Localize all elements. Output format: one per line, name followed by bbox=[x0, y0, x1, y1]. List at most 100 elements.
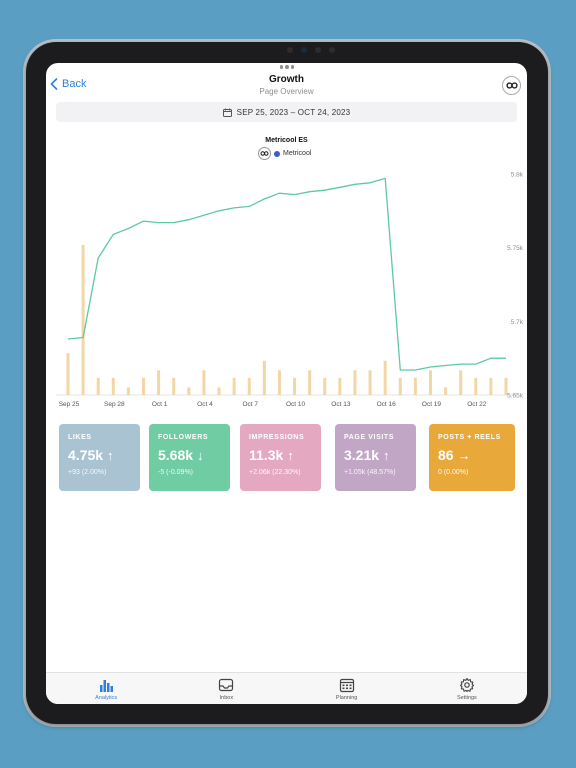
page-subtitle: Page Overview bbox=[259, 87, 314, 96]
tab-bar: Analytics Inbox Planning Settings bbox=[46, 672, 527, 704]
infinity-logo-icon bbox=[505, 82, 518, 89]
arrow-up-icon: ↑ bbox=[107, 447, 114, 463]
bar-oct-16 bbox=[383, 360, 387, 395]
chevron-left-icon bbox=[50, 78, 58, 90]
x-tick-label: Oct 7 bbox=[242, 401, 258, 408]
arrow-down-icon: ↓ bbox=[197, 447, 204, 463]
bar-oct-17 bbox=[398, 377, 402, 395]
y-tick-label: 5.75k bbox=[507, 245, 524, 252]
card-label: FOLLOWERS bbox=[158, 434, 209, 441]
bar-oct-9 bbox=[277, 370, 281, 395]
bar-chart-icon bbox=[100, 680, 114, 692]
arrow-up-icon: ↑ bbox=[287, 447, 294, 463]
bar-oct-23 bbox=[489, 377, 493, 395]
calendar-icon bbox=[339, 678, 354, 693]
card-value: 5.68k bbox=[158, 447, 194, 463]
bar-oct-8 bbox=[262, 360, 266, 395]
tab-settings[interactable]: Settings bbox=[407, 673, 527, 704]
app-screen: Back Growth Page Overview SEP 25, 2023 –… bbox=[46, 63, 527, 704]
facebook-icon bbox=[274, 150, 280, 157]
bar-oct-12 bbox=[323, 377, 327, 395]
bar-oct-7 bbox=[247, 377, 251, 395]
tab-label: Settings bbox=[456, 695, 477, 701]
gear-icon bbox=[459, 677, 474, 693]
bar-oct-15 bbox=[368, 370, 372, 395]
x-tick-label: Oct 10 bbox=[286, 401, 306, 408]
card-value: 86 bbox=[438, 447, 454, 463]
card-change: 0 (0.00%) bbox=[438, 469, 469, 476]
back-label: Back bbox=[62, 78, 87, 90]
growth-chart: 5.8k 5.75k 5.7k 5.65k Sep 25 Sep 28 Oct 1 Oct 4… bbox=[46, 125, 527, 425]
arrow-right-icon: → bbox=[457, 447, 471, 463]
metricool-icon bbox=[258, 147, 271, 160]
card-label: LIKES bbox=[68, 434, 92, 441]
x-tick-label: Oct 1 bbox=[152, 401, 168, 408]
y-tick-label: 5.7k bbox=[511, 319, 524, 326]
bar-oct-4 bbox=[202, 370, 206, 395]
chart-title: Metricool ES bbox=[265, 137, 308, 144]
x-tick-label: Oct 19 bbox=[422, 401, 442, 408]
x-tick-label: Oct 22 bbox=[467, 401, 487, 408]
bar-oct-24 bbox=[504, 377, 508, 395]
bar-sep-30 bbox=[142, 377, 146, 395]
chart-source: Metricool bbox=[258, 147, 311, 160]
navigation-bar: Back Growth Page Overview bbox=[46, 63, 527, 103]
x-tick-label: Sep 25 bbox=[59, 401, 80, 408]
camera-bar bbox=[276, 47, 346, 55]
card-value: 11.3k bbox=[249, 447, 284, 463]
date-range-selector[interactable]: SEP 25, 2023 – OCT 24, 2023 bbox=[56, 102, 517, 122]
x-tick-label: Oct 13 bbox=[331, 401, 351, 408]
calendar-icon bbox=[222, 108, 232, 117]
x-tick-label: Oct 16 bbox=[377, 401, 397, 408]
card-change: +2.06k (22.30%) bbox=[249, 469, 301, 476]
impressions-card[interactable]: IMPRESSIONS 11.3k ↑ +2.06k (22.30%) bbox=[240, 424, 321, 491]
posts-reels-card[interactable]: POSTS + REELS 86 → 0 (0.00%) bbox=[429, 424, 515, 491]
bar-oct-18 bbox=[413, 377, 417, 395]
tab-label: Planning bbox=[335, 695, 358, 701]
bar-sep-29 bbox=[126, 387, 130, 395]
tab-label: Inbox bbox=[219, 695, 234, 701]
metricool-logo-button[interactable] bbox=[502, 76, 521, 95]
x-tick-label: Oct 4 bbox=[197, 401, 213, 408]
y-tick-label: 5.65k bbox=[507, 393, 524, 400]
card-change: +93 (2.00%) bbox=[68, 469, 107, 476]
followers-card[interactable]: FOLLOWERS 5.68k ↓ -5 (-0.09%) bbox=[149, 424, 230, 491]
x-tick-label: Sep 28 bbox=[104, 401, 125, 408]
multitask-dots-icon[interactable] bbox=[280, 65, 294, 69]
bar-oct-1 bbox=[157, 370, 161, 395]
bar-oct-21 bbox=[459, 370, 463, 395]
bar-oct-10 bbox=[293, 377, 297, 395]
card-label: POSTS + REELS bbox=[438, 434, 501, 441]
bar-sep-26 bbox=[81, 244, 85, 395]
back-button[interactable]: Back bbox=[50, 78, 86, 90]
followers-line bbox=[67, 177, 506, 371]
chart-source-label: Metricool bbox=[283, 150, 312, 157]
card-value: 3.21k bbox=[344, 447, 380, 463]
tab-planning[interactable]: Planning bbox=[287, 673, 407, 704]
likes-card[interactable]: LIKES 4.75k ↑ +93 (2.00%) bbox=[59, 424, 140, 491]
page-title: Growth bbox=[269, 74, 304, 85]
arrow-up-icon: ↑ bbox=[383, 447, 390, 463]
card-value: 4.75k bbox=[68, 447, 104, 463]
chart-canvas: 5.8k 5.75k 5.7k 5.65k Sep 25 Sep 28 Oct 1 Oct 4… bbox=[56, 172, 524, 408]
bar-sep-27 bbox=[96, 377, 100, 395]
bar-oct-14 bbox=[353, 370, 357, 395]
bar-sep-28 bbox=[111, 377, 115, 395]
bar-oct-22 bbox=[474, 377, 478, 395]
card-change: +1.05k (48.57%) bbox=[344, 469, 396, 476]
date-range-text: SEP 25, 2023 – OCT 24, 2023 bbox=[236, 107, 351, 117]
bar-oct-13 bbox=[338, 377, 342, 395]
tab-analytics[interactable]: Analytics bbox=[46, 673, 166, 704]
bar-oct-19 bbox=[428, 370, 432, 395]
bar-oct-11 bbox=[308, 370, 312, 395]
bar-oct-6 bbox=[232, 377, 236, 395]
bar-oct-2 bbox=[172, 377, 176, 395]
tab-label: Analytics bbox=[95, 695, 118, 701]
bar-oct-20 bbox=[444, 387, 448, 395]
y-tick-label: 5.8k bbox=[511, 172, 524, 179]
bar-oct-5 bbox=[217, 387, 221, 395]
tab-inbox[interactable]: Inbox bbox=[166, 673, 286, 704]
inbox-icon bbox=[219, 678, 234, 692]
metric-cards: LIKES 4.75k ↑ +93 (2.00%) FOLLOWERS 5.68k… bbox=[59, 424, 515, 491]
page-visits-card[interactable]: PAGE VISITS 3.21k ↑ +1.05k (48.57%) bbox=[335, 424, 416, 491]
